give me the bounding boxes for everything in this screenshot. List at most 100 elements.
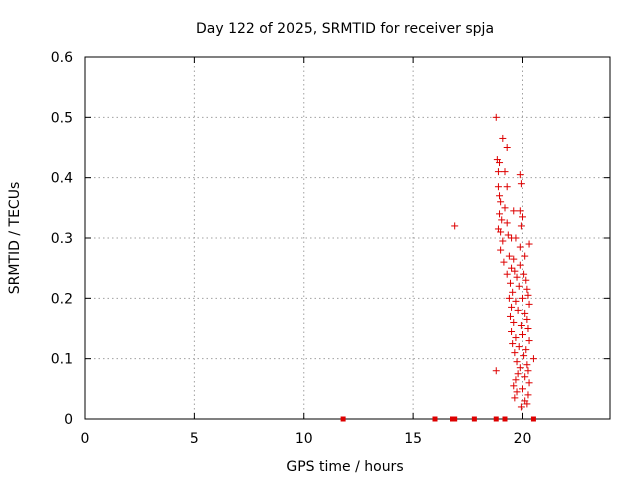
data-point — [513, 358, 521, 366]
x-tick-label: 0 — [81, 431, 90, 447]
data-point — [521, 252, 529, 260]
data-point — [508, 264, 516, 272]
data-point — [499, 237, 507, 245]
data-point — [492, 367, 500, 375]
data-point — [517, 321, 525, 329]
data-point — [525, 300, 533, 308]
data-point — [516, 364, 524, 372]
data-point — [524, 325, 532, 332]
zero-data-point — [530, 416, 536, 422]
data-point — [529, 355, 537, 363]
data-point — [524, 367, 532, 375]
data-point — [525, 337, 533, 345]
data-point — [524, 391, 532, 399]
data-point — [524, 291, 532, 299]
data-point — [517, 403, 525, 411]
zero-data-point — [471, 416, 477, 422]
data-point — [525, 379, 533, 387]
data-point — [521, 373, 529, 381]
data-point — [511, 394, 519, 402]
data-point — [503, 183, 511, 191]
data-point — [523, 361, 531, 369]
data-point — [500, 258, 508, 266]
data-point — [494, 183, 502, 191]
data-point — [513, 388, 521, 396]
data-point — [512, 297, 520, 305]
x-tick-label: 15 — [404, 431, 422, 447]
data-point — [516, 261, 524, 269]
data-point — [503, 270, 511, 278]
y-axis-label: SRMTID / TECUs — [7, 182, 23, 295]
data-point — [510, 382, 518, 390]
data-point — [492, 113, 500, 121]
y-tick-label: 0.3 — [51, 231, 73, 247]
y-tick-label: 0.5 — [51, 110, 73, 126]
zero-data-point — [502, 416, 508, 422]
data-point — [509, 288, 517, 296]
data-point — [504, 231, 512, 239]
y-tick-labels: 0 0.1 0.2 0.3 0.4 0.5 0.6 — [51, 50, 73, 428]
y-tick-label: 0.6 — [51, 50, 73, 66]
data-point — [523, 285, 531, 293]
data-point — [519, 294, 526, 302]
data-point — [501, 168, 509, 176]
y-tick-label: 0.1 — [51, 352, 73, 368]
x-tick-label: 5 — [190, 431, 199, 447]
data-point — [496, 192, 504, 200]
data-point — [523, 315, 531, 323]
data-point — [517, 222, 525, 230]
data-point — [516, 207, 524, 215]
data-point — [525, 240, 533, 248]
y-tick-label: 0 — [64, 412, 73, 428]
x-tick-labels: 0 5 10 15 20 — [81, 431, 532, 447]
data-point — [505, 252, 513, 260]
data-point — [521, 309, 529, 317]
data-point — [499, 134, 507, 142]
data-point — [496, 210, 504, 218]
data-point — [514, 370, 522, 378]
x-tick-label: 20 — [514, 431, 532, 447]
data-point — [496, 159, 504, 167]
data-point — [505, 294, 513, 302]
data-point — [519, 331, 526, 339]
data-point — [512, 334, 520, 342]
data-point — [522, 346, 530, 354]
data-point — [511, 267, 519, 275]
data-point — [503, 144, 511, 151]
x-axis-label: GPS time / hours — [286, 459, 403, 475]
data-point — [506, 279, 514, 287]
data-point — [516, 243, 524, 251]
data-point — [515, 343, 523, 351]
data-point — [517, 180, 525, 188]
data-point — [520, 270, 528, 278]
data-point — [506, 312, 514, 320]
data-point — [497, 198, 505, 206]
data-point — [513, 273, 521, 281]
data-point — [516, 171, 524, 179]
data-point — [497, 246, 505, 254]
zero-data-point — [493, 416, 499, 422]
data-points — [340, 113, 537, 422]
data-point — [510, 207, 518, 215]
data-point — [520, 352, 528, 360]
data-point — [519, 213, 526, 221]
data-point — [451, 222, 459, 230]
data-point — [515, 282, 523, 290]
data-point — [522, 276, 530, 284]
grid — [85, 57, 610, 419]
data-point — [509, 340, 517, 348]
y-tick-label: 0.2 — [51, 291, 73, 307]
zero-data-point — [340, 416, 346, 422]
data-point — [503, 219, 511, 227]
data-point — [501, 204, 509, 212]
data-point — [512, 376, 520, 384]
data-point — [497, 228, 505, 236]
data-point — [523, 400, 531, 408]
data-point — [508, 303, 516, 311]
zero-data-point — [452, 416, 458, 422]
data-point — [494, 168, 502, 176]
data-point — [519, 385, 526, 393]
data-point — [514, 306, 522, 314]
data-point — [498, 216, 506, 224]
